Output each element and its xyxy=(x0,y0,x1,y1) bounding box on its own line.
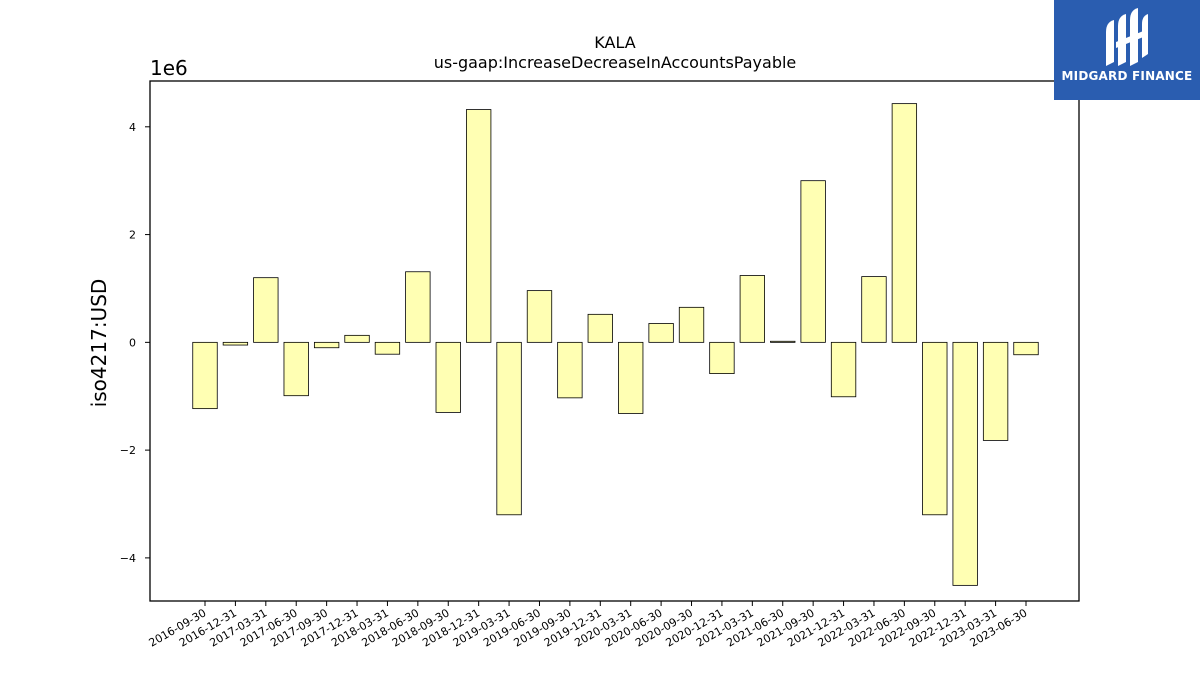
y-tick-label: 0 xyxy=(129,336,136,349)
bar-2019-03-31 xyxy=(496,341,522,516)
brand-logo: MIDGARD FINANCE xyxy=(1054,0,1200,100)
bar-2016-09-30 xyxy=(192,341,218,410)
plot-frame xyxy=(149,80,1080,602)
bar-2020-09-30 xyxy=(678,306,705,343)
y-axis-label: iso4217:USD xyxy=(87,279,111,408)
bar-2019-06-30 xyxy=(526,290,553,343)
bar-2017-06-30 xyxy=(283,341,309,397)
y-tick-label: −2 xyxy=(120,444,136,457)
y-axis-offset-label: 1e6 xyxy=(150,56,188,80)
bar-2020-12-31 xyxy=(709,341,735,375)
y-axis: −4 −2 0 2 4 xyxy=(120,121,150,565)
bar-2018-09-30 xyxy=(435,341,461,413)
bar-2022-12-31 xyxy=(952,341,978,586)
bar-2018-12-31 xyxy=(466,109,492,343)
bar-2020-03-31 xyxy=(618,341,644,414)
y-tick-label: 4 xyxy=(129,121,136,134)
bar-2023-06-30 xyxy=(1013,341,1039,356)
bar-2017-03-31 xyxy=(253,277,279,343)
bar-2020-06-30 xyxy=(648,323,674,343)
bar-2021-09-30 xyxy=(800,180,826,343)
brand-name: MIDGARD FINANCE xyxy=(1061,69,1193,83)
bar-2018-06-30 xyxy=(405,271,431,343)
y-tick-label: −4 xyxy=(120,552,136,565)
chart-subtitle: us-gaap:IncreaseDecreaseInAccountsPayabl… xyxy=(434,53,797,72)
bar-2021-12-31 xyxy=(830,341,857,398)
bar-2017-09-30 xyxy=(313,341,340,349)
bar-2022-03-31 xyxy=(861,276,887,343)
bar-2017-12-31 xyxy=(344,334,370,343)
bars-group xyxy=(192,103,1039,586)
bar-2021-03-31 xyxy=(739,275,765,343)
bar-2019-12-31 xyxy=(587,313,613,343)
bar-2022-09-30 xyxy=(922,341,948,516)
bar-2016-12-31 xyxy=(222,341,249,346)
bar-2018-03-31 xyxy=(374,341,401,355)
chart-title: KALA xyxy=(594,33,635,52)
midgard-logo-icon xyxy=(1106,8,1148,66)
bar-2022-06-30 xyxy=(891,103,918,343)
y-tick-label: 2 xyxy=(129,229,136,242)
bar-2019-09-30 xyxy=(557,341,583,399)
x-axis: 2016-09-302016-12-312017-03-312017-06-30… xyxy=(147,601,1030,650)
bar-2021-06-30 xyxy=(770,340,796,343)
bar-2023-03-31 xyxy=(982,341,1009,441)
